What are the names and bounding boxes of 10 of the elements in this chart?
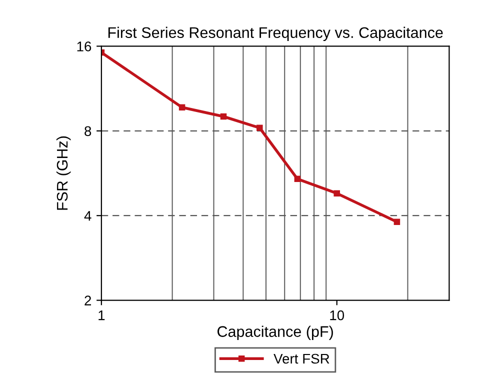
legend-label: Vert FSR bbox=[274, 354, 330, 364]
y-tick-label: 16 bbox=[77, 42, 92, 52]
x-tick-label: 10 bbox=[330, 310, 344, 320]
y-axis-title: FSR (GHz) bbox=[56, 136, 71, 210]
x-axis-title: Capacitance (pF) bbox=[218, 326, 333, 340]
chart-title: First Series Resonant Frequency vs. Capacitance bbox=[108, 26, 443, 42]
y-tick-label: 2 bbox=[84, 296, 92, 306]
y-tick-label: 8 bbox=[84, 126, 92, 136]
y-tick-label: 4 bbox=[84, 211, 92, 221]
x-tick-label: 1 bbox=[98, 310, 105, 320]
